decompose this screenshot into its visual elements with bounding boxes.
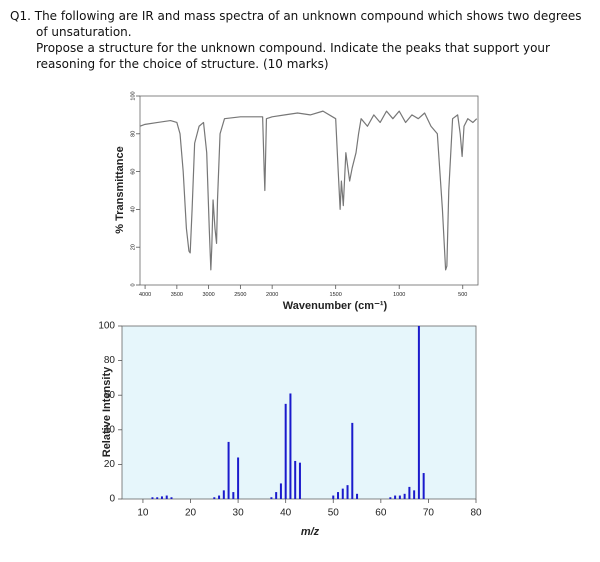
peak [294,460,297,499]
y-tick-label: 100 [98,321,115,332]
spectrum-line [139,110,478,271]
x-tick-label: 40 [280,508,292,519]
peak [284,403,287,499]
peak [237,457,240,499]
x-tick-label: 50 [328,508,340,519]
peak [389,497,392,499]
y-tick-label: 0 [130,283,136,286]
y-axis-label: % Transmittance [114,146,126,233]
question-text: Q1. The following are IR and mass spectr… [10,8,590,40]
peak [232,492,235,499]
peak [403,493,406,499]
y-axis-label: Relative Intensity [101,366,113,457]
peak [413,490,416,499]
y-tick-label: 0 [109,494,115,505]
peak [275,492,278,499]
peak [213,497,216,499]
x-tick-label: 60 [375,508,387,519]
peak [270,497,273,499]
y-tick-label: 80 [104,355,116,366]
peak [222,490,225,499]
question-instructions: Propose a structure for the unknown comp… [36,41,550,71]
peak [417,326,420,499]
y-tick-label: 80 [130,131,136,137]
y-tick-label: 100 [130,91,136,100]
y-tick-label: 20 [130,244,136,250]
peak [341,488,344,499]
x-axis-label: Wavenumber (cm⁻¹) [283,300,388,312]
question: Q1. The following are IR and mass spectr… [10,8,590,72]
peak [332,495,335,499]
peak [351,422,354,499]
x-tick-label: 30 [233,508,245,519]
peak [151,497,154,499]
question-number: Q1. [10,9,31,23]
x-tick-label: 500 [458,292,467,298]
peak [165,495,168,499]
y-tick-label: 60 [104,390,116,401]
x-tick-label: 2500 [234,292,246,298]
peak [227,441,230,499]
x-tick-label: 70 [423,508,435,519]
x-tick-label: 3500 [171,292,183,298]
peak [346,485,349,499]
x-tick-label: 3000 [202,292,214,298]
peak [422,473,425,499]
peak [289,393,292,499]
x-tick-label: 80 [470,508,482,519]
x-axis-label: m/z [301,526,320,538]
peak [398,495,401,499]
plot-area [139,95,479,286]
x-tick-label: 1000 [393,292,405,298]
y-tick-label: 40 [104,424,116,435]
peak [170,497,173,499]
x-tick-label: 4000 [139,292,151,298]
peak [394,495,397,499]
y-tick-label: 40 [130,206,136,212]
x-tick-label: 20 [185,508,197,519]
peak [160,496,163,499]
question-body: The following are IR and mass spectra of… [34,9,582,39]
peak [218,495,221,499]
y-tick-label: 60 [130,169,136,175]
y-tick-label: 20 [104,459,116,470]
x-tick-label: 1500 [330,292,342,298]
peak [337,492,340,499]
peak [408,486,411,499]
x-tick-label: 10 [137,508,149,519]
peak [356,493,359,499]
peak [279,483,282,499]
peak [298,462,301,499]
x-tick-label: 2000 [266,292,278,298]
peak [156,497,159,499]
